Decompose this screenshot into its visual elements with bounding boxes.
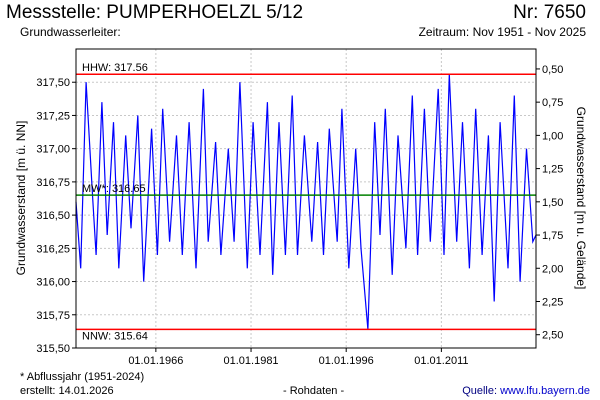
left-tick-label: 317,00 xyxy=(36,144,70,156)
data-type-label: - Rohdaten - xyxy=(283,385,345,397)
left-tick-label: 316,00 xyxy=(36,277,70,289)
left-tick-label: 315,75 xyxy=(36,310,70,322)
aquifer-label: Grundwasserleiter: xyxy=(20,25,121,39)
right-tick-label: 1,25 xyxy=(542,164,563,176)
y-axis-label-right: Grundwasserstand [m u. Gelände] xyxy=(574,107,588,290)
x-tick-label: 01.01.1966 xyxy=(128,355,183,367)
left-tick-label: 317,50 xyxy=(36,77,70,89)
x-axis-ticks: 01.01.1966 01.01.1981 01.01.1996 01.01.2011 xyxy=(128,348,469,367)
x-tick-label: 01.01.2011 xyxy=(414,355,468,367)
left-axis-ticks: 315,50 315,75 316,00 316,25 316,50 316,75 317,… xyxy=(36,77,76,355)
source: Quelle: www.lfu.bayern.de xyxy=(462,385,590,397)
left-tick-label: 317,25 xyxy=(36,110,70,122)
created-date: erstellt: 14.01.2026 xyxy=(20,385,114,397)
period-label: Zeitraum: Nov 1951 - Nov 2025 xyxy=(418,25,586,39)
right-tick-label: 1,50 xyxy=(542,197,563,209)
left-tick-label: 316,50 xyxy=(36,210,70,222)
left-tick-label: 316,75 xyxy=(36,177,70,189)
right-axis-ticks: 0,50 0,75 1,00 1,25 1,50 1,75 2,00 2,25 2,50 xyxy=(536,64,563,342)
mw-label: MW*: 316.65 xyxy=(82,183,146,195)
groundwater-series-line xyxy=(75,74,537,330)
right-tick-label: 1,75 xyxy=(542,230,563,242)
grid xyxy=(76,49,536,349)
station-number: Nr: 7650 xyxy=(513,2,586,23)
series-layer xyxy=(75,74,537,330)
right-tick-label: 2,50 xyxy=(542,330,563,342)
source-link[interactable]: www.lfu.bayern.de xyxy=(500,385,590,397)
right-tick-label: 1,00 xyxy=(542,130,563,142)
nnw-label: NNW: 315.64 xyxy=(82,330,148,342)
left-tick-label: 316,25 xyxy=(36,243,70,255)
footnote: * Abflussjahr (1951-2024) xyxy=(20,371,145,383)
left-tick-label: 315,50 xyxy=(36,343,70,355)
x-tick-label: 01.01.1996 xyxy=(319,355,374,367)
right-tick-label: 2,25 xyxy=(542,296,563,308)
source-label: Quelle: xyxy=(462,385,501,397)
right-tick-label: 0,50 xyxy=(542,64,563,76)
y-axis-label-left: Grundwasserstand [m ü. NN] xyxy=(14,121,28,276)
plot-frame xyxy=(75,48,537,349)
right-tick-label: 2,00 xyxy=(542,263,563,275)
right-tick-label: 0,75 xyxy=(542,97,563,109)
x-tick-label: 01.01.1981 xyxy=(224,355,279,367)
reference-lines: HHW: 317.56 MW*: 316.65 NNW: 315.64 xyxy=(76,62,536,342)
page-title: Messstelle: PUMPERHOELZL 5/12 xyxy=(6,2,304,23)
hhw-label: HHW: 317.56 xyxy=(82,62,148,74)
